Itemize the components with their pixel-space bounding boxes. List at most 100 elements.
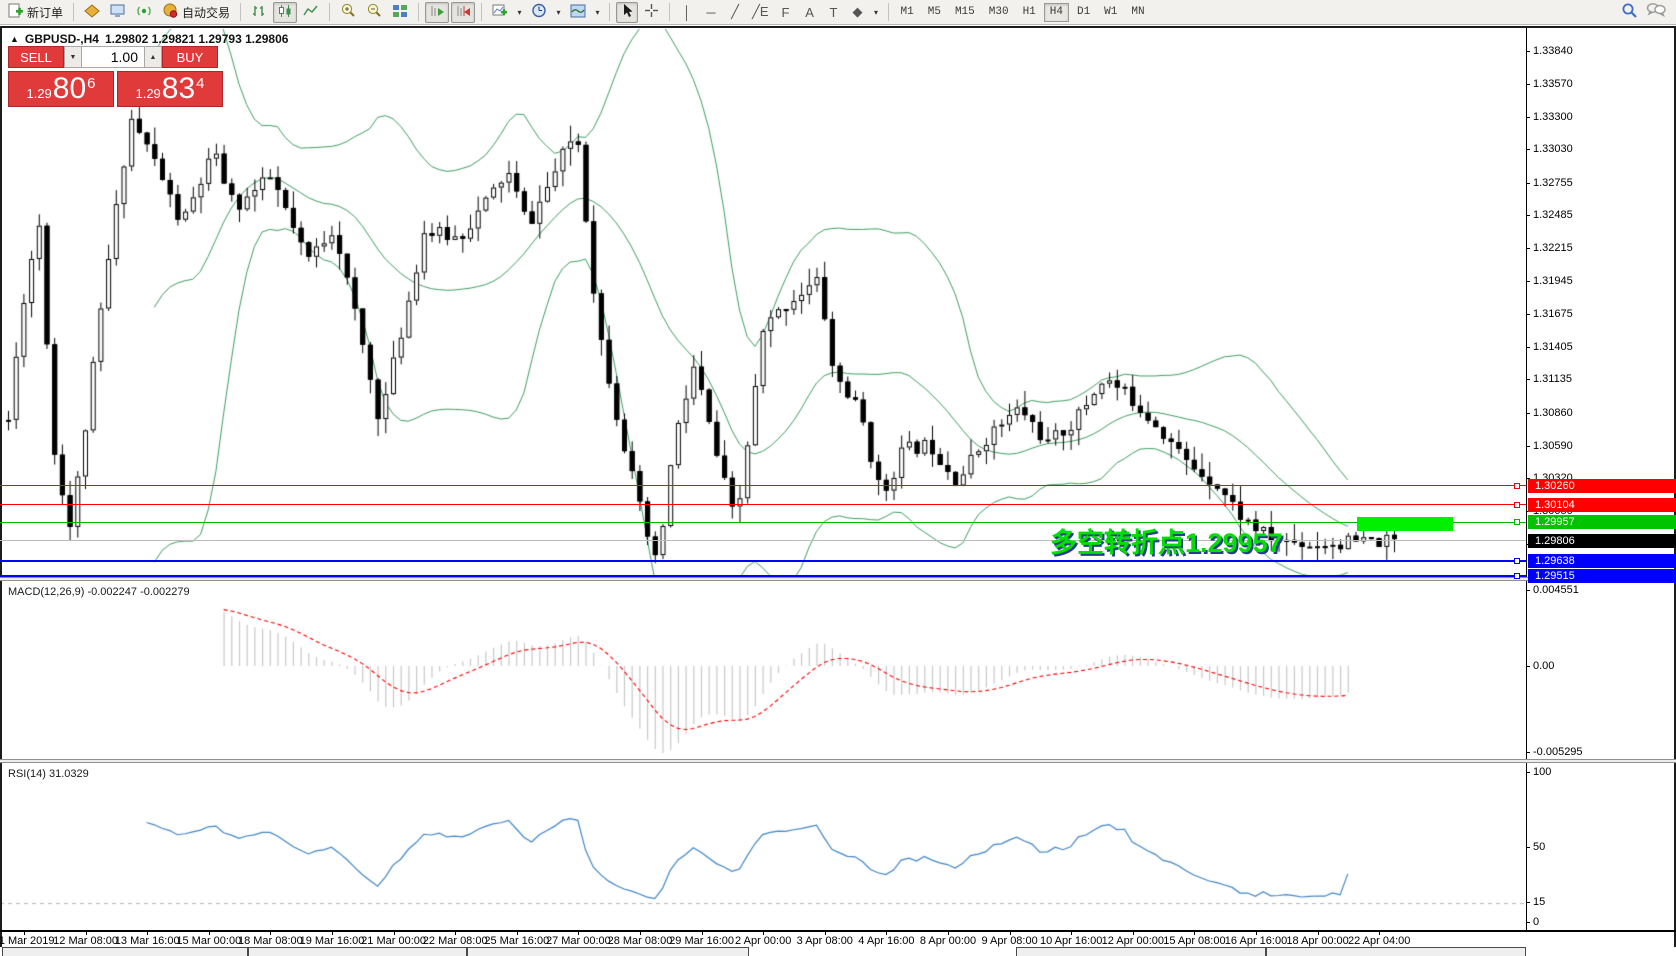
support-line-2-handle[interactable] — [1514, 573, 1520, 579]
price-axis-line — [1526, 28, 1527, 931]
window-tab[interactable] — [1266, 947, 1526, 956]
indicators-dropdown-caret[interactable]: ▾ — [517, 7, 522, 17]
equidistant-channel-button[interactable]: ╱E — [752, 4, 769, 19]
highlight-rectangle[interactable] — [1357, 517, 1453, 531]
date-axis-label: 27 Mar 00:00 — [545, 935, 611, 947]
toolbar-separator — [240, 3, 242, 21]
support-line-1-handle[interactable] — [1514, 558, 1520, 565]
periods-button[interactable] — [527, 2, 551, 23]
date-axis-tick — [701, 931, 703, 935]
new-order-button[interactable]: 新订单 — [4, 2, 67, 23]
candlestick-chart-button[interactable] — [273, 1, 298, 23]
trendline-button[interactable]: ╱ — [731, 4, 739, 19]
price-scale-label: 1.31135 — [1533, 373, 1572, 386]
pivot-line-handle[interactable] — [1514, 519, 1520, 526]
price-scale-label: 1.32215 — [1533, 242, 1573, 255]
price-scale-tick — [1526, 346, 1530, 348]
collapse-arrow-icon[interactable]: ▲ — [10, 34, 19, 44]
timeframe-button-M30[interactable]: M30 — [988, 6, 1009, 18]
indicators-icon — [492, 3, 508, 21]
resistance-line-1[interactable] — [0, 485, 1526, 487]
sell-price-panel[interactable]: 1.29 80 6 — [8, 71, 114, 107]
vertical-line-button[interactable]: │ — [682, 4, 692, 20]
date-axis-label: 2 Apr 00:00 — [735, 935, 792, 947]
support-line-2[interactable] — [0, 575, 1526, 577]
bar-chart-button[interactable] — [247, 2, 271, 23]
pane-separator[interactable] — [0, 577, 1676, 581]
clock-icon — [531, 3, 547, 21]
timeframe-button-H4[interactable]: H4 — [1043, 2, 1069, 22]
toolbar-separator — [418, 3, 420, 21]
buy-price-sup: 4 — [196, 75, 205, 92]
window-tab[interactable] — [1016, 947, 1266, 956]
cursor-button[interactable] — [616, 1, 639, 23]
zoom-in-button[interactable] — [336, 2, 360, 23]
price-scale-label: 1.33030 — [1533, 143, 1573, 156]
timeframe-button-MN[interactable]: MN — [1131, 6, 1145, 18]
periods-dropdown-caret[interactable]: ▾ — [556, 7, 561, 17]
sell-price-sup: 6 — [87, 75, 96, 92]
price-scale-tick — [1526, 215, 1530, 217]
timeframe-button-M15[interactable]: M15 — [954, 6, 975, 18]
price-scale-tick — [1526, 83, 1530, 85]
crosshair-button[interactable] — [640, 2, 663, 23]
navigator-button[interactable] — [132, 2, 156, 23]
horizontal-line-button[interactable]: ─ — [706, 4, 716, 20]
data-window-button[interactable] — [106, 2, 130, 23]
zoom-out-button[interactable] — [362, 2, 386, 23]
pane-separator[interactable] — [0, 759, 1676, 763]
crosshair-icon — [644, 3, 659, 21]
timeframe-button-H1[interactable]: H1 — [1022, 6, 1036, 18]
resistance-line-2-handle[interactable] — [1514, 501, 1520, 508]
window-tab[interactable] — [248, 947, 467, 956]
volume-input[interactable]: 1.00 — [82, 46, 144, 68]
templates-button[interactable] — [566, 2, 590, 23]
price-scale-label: 1.33300 — [1533, 110, 1573, 123]
sell-price-big: 80 — [52, 72, 87, 105]
support-line-1[interactable] — [0, 560, 1526, 563]
buy-button[interactable]: BUY — [162, 46, 218, 68]
fibonacci-button[interactable]: F — [781, 4, 790, 20]
shapes-dropdown-caret[interactable]: ▾ — [874, 7, 879, 17]
volume-increase-button[interactable]: ▲ — [144, 46, 162, 68]
rsi-label: RSI(14) 31.0329 — [8, 768, 89, 780]
search-icon[interactable] — [1621, 2, 1638, 23]
text-button[interactable]: A — [805, 4, 814, 20]
text-label-button[interactable]: T — [829, 4, 838, 20]
chat-icon[interactable] — [1646, 2, 1666, 22]
window-tab[interactable] — [467, 947, 749, 956]
templates-dropdown-caret[interactable]: ▾ — [595, 7, 600, 17]
timeframe-button-M5[interactable]: M5 — [927, 6, 941, 18]
buy-price-panel[interactable]: 1.29 83 4 — [117, 71, 223, 107]
auto-trading-button[interactable]: 自动交易 — [158, 2, 234, 23]
indicators-button[interactable] — [488, 2, 512, 23]
sell-button[interactable]: SELL — [8, 46, 64, 68]
resistance-line-1-handle[interactable] — [1514, 482, 1520, 489]
date-axis-tick — [1009, 931, 1011, 935]
timeframe-button-M1[interactable]: M1 — [900, 6, 914, 18]
date-axis-tick — [1132, 931, 1134, 935]
tile-windows-button[interactable] — [388, 2, 412, 23]
chart-shift-button[interactable] — [451, 1, 476, 23]
window-tab[interactable] — [2, 947, 248, 956]
auto-scroll-button[interactable] — [425, 1, 450, 23]
chart-shift-icon — [455, 4, 471, 21]
pivot-line[interactable] — [0, 521, 1526, 523]
timeframe-button-W1[interactable]: W1 — [1104, 6, 1118, 18]
volume-decrease-button[interactable]: ▼ — [64, 46, 82, 68]
shapes-button[interactable]: ◆ — [852, 4, 863, 19]
resistance-line-2[interactable] — [0, 504, 1526, 505]
last-price-line[interactable] — [0, 540, 1526, 542]
timeframe-button-D1[interactable]: D1 — [1076, 6, 1091, 18]
auto-trading-label: 自动交易 — [182, 5, 231, 20]
date-axis-label: 15 Apr 08:00 — [1163, 935, 1226, 947]
line-chart-button[interactable] — [299, 2, 323, 23]
toolbar-separator — [609, 3, 611, 21]
market-watch-button[interactable] — [80, 2, 104, 23]
pivot-annotation-text[interactable]: 多空转折点1.29957 — [1050, 528, 1283, 558]
date-axis-tick — [393, 931, 395, 935]
auto-scroll-icon — [429, 4, 445, 21]
date-axis-tick — [332, 931, 333, 935]
